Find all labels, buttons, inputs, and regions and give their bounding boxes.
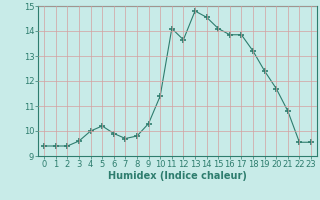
X-axis label: Humidex (Indice chaleur): Humidex (Indice chaleur) (108, 171, 247, 181)
